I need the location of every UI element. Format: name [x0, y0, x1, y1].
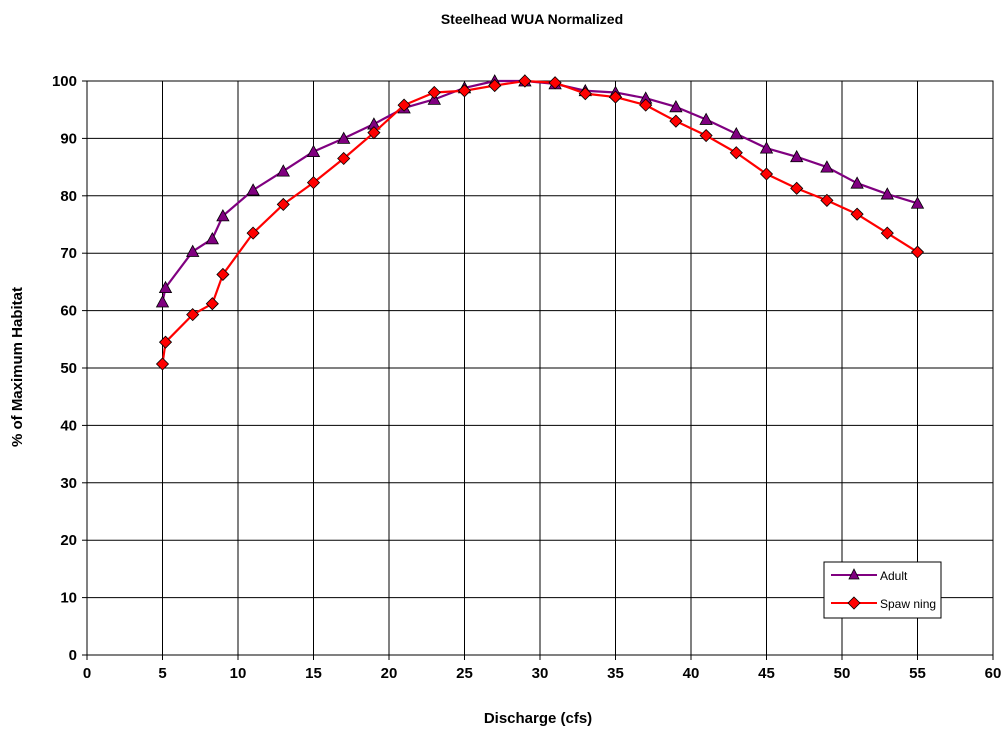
x-tick-label: 15 — [305, 665, 322, 682]
x-tick-label: 35 — [607, 665, 624, 682]
x-axis-label: Discharge (cfs) — [484, 710, 592, 727]
y-tick-label: 0 — [69, 647, 77, 664]
data-point-spawning — [306, 176, 321, 190]
legend: Adult Spaw ning — [823, 561, 942, 619]
data-point-spawning — [518, 74, 532, 88]
data-point-spawning — [276, 197, 290, 211]
data-point-spawning — [186, 308, 200, 322]
data-point-spawning — [608, 90, 623, 104]
data-point-adult — [699, 112, 713, 125]
x-tick-label: 0 — [83, 665, 91, 682]
x-tick-label: 10 — [230, 665, 247, 682]
data-point-adult — [246, 183, 260, 196]
data-point-adult — [306, 144, 321, 158]
data-point-spawning — [367, 126, 381, 140]
data-point-spawning — [457, 84, 472, 98]
data-point-spawning — [548, 76, 562, 90]
y-tick-label: 70 — [60, 245, 77, 262]
data-point-spawning — [488, 79, 502, 93]
chart-title: Steelhead WUA Normalized — [441, 11, 623, 27]
y-tick-label: 90 — [60, 130, 77, 147]
x-tick-label: 5 — [158, 665, 166, 682]
series-line-spawning — [161, 79, 919, 365]
series-layer — [155, 74, 925, 371]
x-tick-label: 30 — [532, 665, 549, 682]
data-point-spawning — [639, 98, 653, 112]
data-point-spawning — [205, 297, 219, 311]
data-point-spawning — [699, 128, 713, 143]
legend-marker-spawning — [847, 596, 861, 610]
y-tick-label: 10 — [60, 590, 77, 607]
legend-label-adult: Adult — [880, 569, 908, 583]
data-point-adult — [759, 141, 774, 154]
data-point-adult — [910, 196, 925, 209]
data-point-spawning — [790, 181, 804, 195]
data-point-spawning — [910, 245, 925, 259]
data-point-spawning — [578, 87, 592, 101]
y-axis-label: % of Maximum Habitat — [9, 287, 26, 447]
y-tick-label: 100 — [52, 73, 77, 90]
data-point-spawning — [158, 335, 173, 349]
data-point-adult — [729, 126, 743, 140]
x-tick-label: 40 — [683, 665, 700, 682]
data-point-adult — [880, 187, 894, 200]
x-tick-label: 55 — [909, 665, 926, 682]
x-tick-label: 20 — [381, 665, 398, 682]
data-point-adult — [669, 99, 683, 113]
data-point-adult — [820, 160, 834, 173]
legend-box — [823, 561, 942, 619]
data-point-spawning — [337, 151, 351, 166]
data-point-spawning — [427, 85, 441, 100]
data-point-spawning — [820, 193, 834, 207]
legend-marker-adult — [848, 568, 860, 580]
data-point-spawning — [246, 226, 260, 240]
data-point-spawning — [880, 226, 894, 240]
data-point-spawning — [155, 357, 170, 371]
x-tick-label: 50 — [834, 665, 851, 682]
series-spawning — [155, 74, 925, 371]
data-point-adult — [216, 209, 230, 222]
data-point-adult — [186, 244, 200, 257]
data-point-spawning — [729, 146, 743, 160]
data-point-spawning — [669, 114, 683, 128]
y-tick-label: 50 — [60, 360, 77, 377]
y-tick-label: 80 — [60, 188, 77, 205]
data-point-adult — [155, 295, 170, 308]
y-tick-label: 20 — [60, 532, 77, 549]
data-point-adult — [790, 149, 804, 163]
y-tick-label: 40 — [60, 417, 77, 434]
data-point-spawning — [397, 98, 411, 112]
data-point-adult — [158, 280, 173, 294]
x-tick-label: 60 — [985, 665, 1002, 682]
y-tick-label: 60 — [60, 303, 77, 320]
tick-labels: 0 5 10 15 20 25 30 35 40 45 50 55 60 0 10 20 30 40 50 60 70 8… — [52, 73, 1001, 682]
data-point-adult — [337, 131, 351, 144]
data-point-adult — [276, 164, 290, 177]
y-tick-label: 30 — [60, 475, 77, 492]
data-point-adult — [205, 232, 220, 245]
series-line-adult — [161, 79, 918, 303]
x-tick-label: 25 — [456, 665, 473, 682]
data-point-adult — [850, 176, 864, 189]
x-tick-label: 45 — [758, 665, 775, 682]
data-point-spawning — [216, 267, 230, 282]
legend-label-spawning: Spaw ning — [880, 597, 936, 611]
data-point-spawning — [759, 167, 774, 181]
data-point-spawning — [850, 207, 864, 221]
